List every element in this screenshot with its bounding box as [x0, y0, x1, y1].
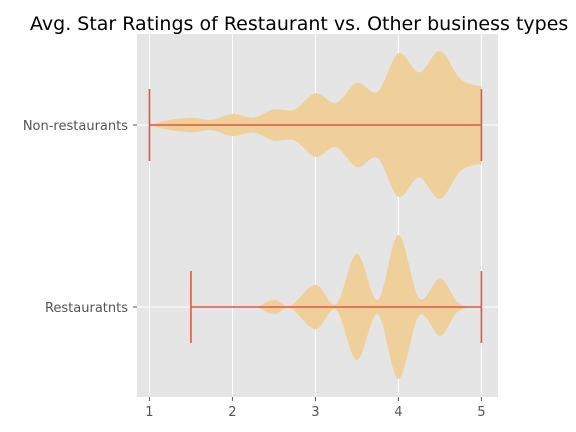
- axis-ticks: 1 2 3 4 5 Non-restaurants Restauratnts: [23, 119, 486, 420]
- whiskers: [148, 89, 483, 343]
- chart-title: Avg. Star Ratings of Restaurant vs. Othe…: [30, 13, 568, 35]
- x-tick-label: 1: [145, 405, 153, 420]
- x-tick-label: 3: [311, 405, 319, 420]
- x-tick-label: 5: [477, 405, 485, 420]
- y-tick-label: Restauratnts: [45, 301, 128, 316]
- x-tick-label: 2: [228, 405, 236, 420]
- y-tick-label: Non-restaurants: [23, 119, 128, 134]
- x-tick-label: 4: [394, 405, 402, 420]
